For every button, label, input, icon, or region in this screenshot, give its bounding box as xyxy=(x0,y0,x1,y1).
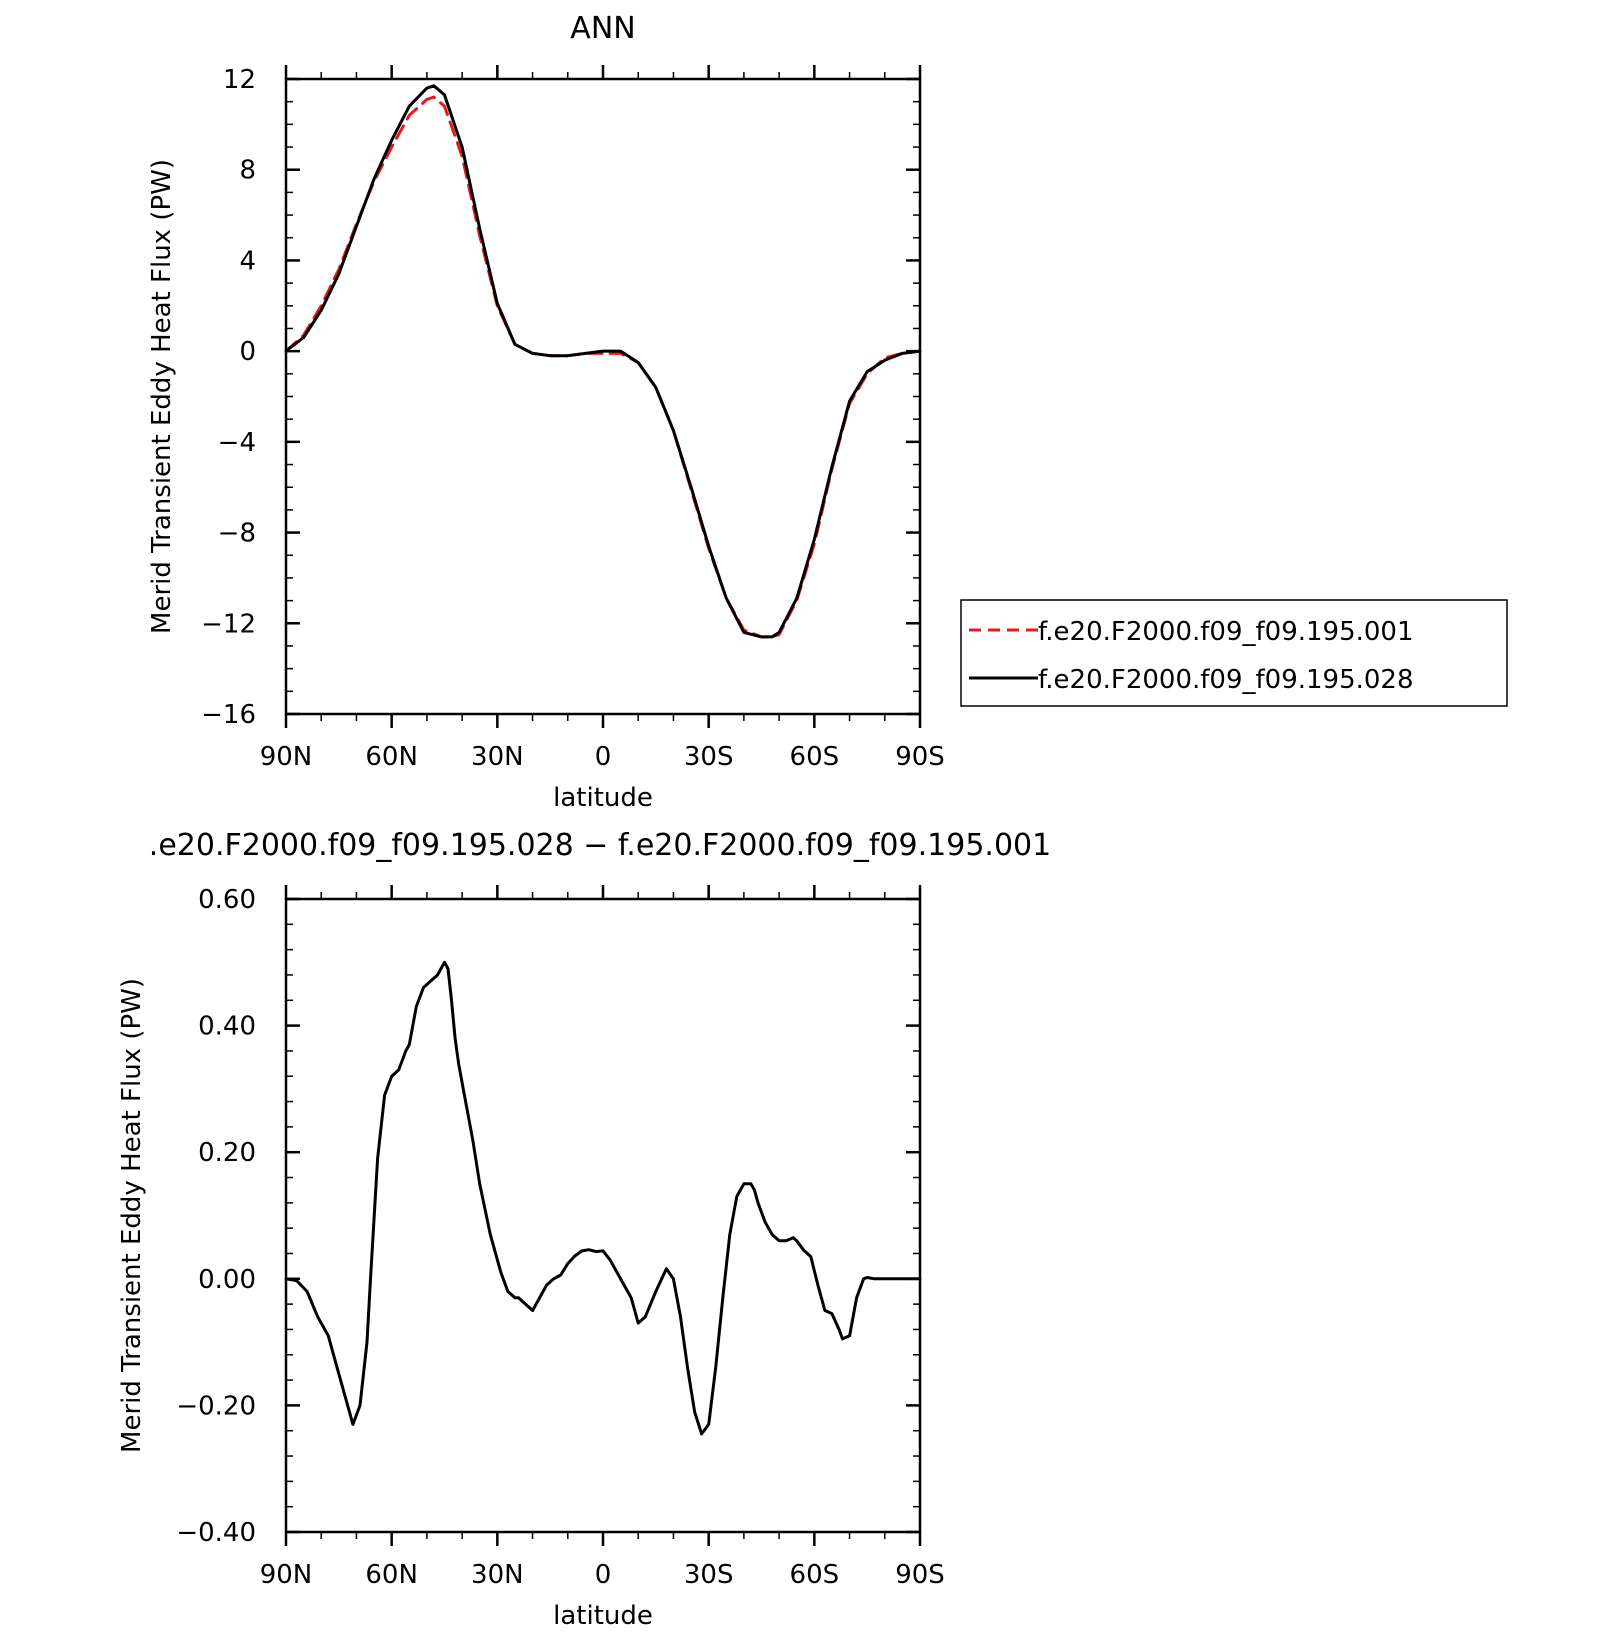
y-tick-label: 8 xyxy=(239,156,256,186)
x-axis-title: latitude xyxy=(553,783,653,813)
x-tick-label: 90N xyxy=(260,742,313,772)
y-tick-label: −8 xyxy=(218,519,256,549)
y-tick-label: −16 xyxy=(201,700,256,730)
y-tick-label: −4 xyxy=(218,428,256,458)
y-tick-label: 0.60 xyxy=(198,885,256,915)
x-tick-label: 60S xyxy=(790,1560,840,1590)
x-tick-label: 30N xyxy=(471,1560,524,1590)
series-line-1 xyxy=(284,84,922,639)
y-tick-label: 0.20 xyxy=(198,1138,256,1168)
x-tick-label: 30S xyxy=(684,742,734,772)
x-tick-label: 60N xyxy=(365,742,418,772)
x-tick-label: 90S xyxy=(895,742,945,772)
y-tick-label: 4 xyxy=(239,246,256,276)
legend-label-1: f.e20.F2000.f09_f09.195.028 xyxy=(1038,665,1414,695)
y-tick-label: 0.00 xyxy=(198,1265,256,1295)
y-tick-label: −0.40 xyxy=(176,1518,256,1548)
y-axis-title: Merid Transient Eddy Heat Flux (PW) xyxy=(147,159,177,634)
series-line-0 xyxy=(284,960,922,1436)
y-tick-label: −12 xyxy=(201,609,256,639)
x-tick-label: 60N xyxy=(365,1560,418,1590)
plot-frame xyxy=(284,897,922,1534)
x-tick-label: 60S xyxy=(790,742,840,772)
legend-label-0: f.e20.F2000.f09_f09.195.001 xyxy=(1038,617,1414,647)
series-line-0 xyxy=(284,95,922,639)
y-tick-label: 12 xyxy=(223,65,256,95)
x-axis-title: latitude xyxy=(553,1601,653,1631)
x-tick-label: 30S xyxy=(684,1560,734,1590)
x-tick-label: 90N xyxy=(260,1560,313,1590)
y-tick-label: 0 xyxy=(239,337,256,367)
x-tick-label: 90S xyxy=(895,1560,945,1590)
chart-title: .e20.F2000.f09_f09.195.028 − f.e20.F2000… xyxy=(149,828,1051,863)
x-tick-label: 0 xyxy=(595,742,612,772)
x-tick-label: 0 xyxy=(595,1560,612,1590)
plot-frame xyxy=(284,77,922,716)
y-axis-title: Merid Transient Eddy Heat Flux (PW) xyxy=(117,978,147,1453)
y-tick-label: 0.40 xyxy=(198,1012,256,1042)
y-tick-label: −0.20 xyxy=(176,1391,256,1421)
x-tick-label: 30N xyxy=(471,742,524,772)
legend-box xyxy=(960,599,1508,707)
chart-title: ANN xyxy=(570,11,635,46)
